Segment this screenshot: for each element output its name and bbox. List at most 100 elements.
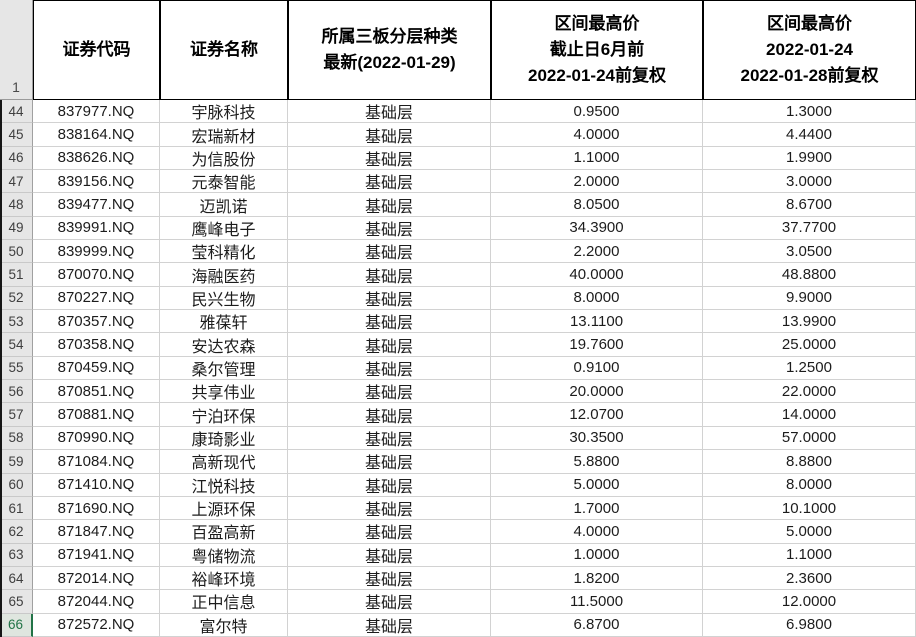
high-range-cell[interactable]: 5.0000 xyxy=(703,520,916,544)
high-range-cell[interactable]: 8.0000 xyxy=(703,473,916,497)
high-before-cell[interactable]: 34.3900 xyxy=(491,216,703,241)
row-number-61[interactable]: 61 xyxy=(0,496,33,521)
layer-cell[interactable]: 基础层 xyxy=(288,543,491,567)
code-cell[interactable]: 870990.NQ xyxy=(33,426,160,451)
high-range-cell[interactable]: 13.9900 xyxy=(703,310,916,334)
high-range-cell[interactable]: 12.0000 xyxy=(703,590,916,614)
high-before-cell[interactable]: 1.0000 xyxy=(491,543,703,567)
row-number-52[interactable]: 52 xyxy=(0,286,33,311)
layer-cell[interactable]: 基础层 xyxy=(288,286,491,311)
layer-cell[interactable]: 基础层 xyxy=(288,123,491,147)
row-number-55[interactable]: 55 xyxy=(0,356,33,381)
layer-cell[interactable]: 基础层 xyxy=(288,426,491,451)
row-number-46[interactable]: 46 xyxy=(0,146,33,171)
row-number-63[interactable]: 63 xyxy=(0,543,33,567)
high-before-cell[interactable]: 0.9100 xyxy=(491,356,703,381)
high-range-cell[interactable]: 1.1000 xyxy=(703,543,916,567)
layer-cell[interactable]: 基础层 xyxy=(288,100,491,124)
code-cell[interactable]: 839156.NQ xyxy=(33,170,160,194)
name-cell[interactable]: 百盈高新 xyxy=(160,520,288,544)
name-cell[interactable]: 民兴生物 xyxy=(160,286,288,311)
layer-cell[interactable]: 基础层 xyxy=(288,333,491,357)
name-cell[interactable]: 共享伟业 xyxy=(160,380,288,404)
row-number-60[interactable]: 60 xyxy=(0,473,33,497)
name-cell[interactable]: 宁泊环保 xyxy=(160,403,288,427)
name-cell[interactable]: 江悦科技 xyxy=(160,473,288,497)
code-cell[interactable]: 870358.NQ xyxy=(33,333,160,357)
high-before-cell[interactable]: 8.0500 xyxy=(491,193,703,217)
high-range-cell[interactable]: 6.9800 xyxy=(703,613,916,637)
high-before-cell[interactable]: 1.1000 xyxy=(491,146,703,171)
high-range-cell[interactable]: 1.2500 xyxy=(703,356,916,381)
code-cell[interactable]: 871410.NQ xyxy=(33,473,160,497)
high-range-cell[interactable]: 48.8800 xyxy=(703,263,916,287)
high-range-cell[interactable]: 3.0500 xyxy=(703,240,916,264)
layer-cell[interactable]: 基础层 xyxy=(288,566,491,591)
row-number-57[interactable]: 57 xyxy=(0,403,33,427)
row-number-56[interactable]: 56 xyxy=(0,380,33,404)
high-range-cell[interactable]: 1.9900 xyxy=(703,146,916,171)
high-before-cell[interactable]: 19.7600 xyxy=(491,333,703,357)
row-number-59[interactable]: 59 xyxy=(0,450,33,474)
name-cell[interactable]: 迈凯诺 xyxy=(160,193,288,217)
high-before-cell[interactable]: 13.1100 xyxy=(491,310,703,334)
layer-cell[interactable]: 基础层 xyxy=(288,193,491,217)
layer-cell[interactable]: 基础层 xyxy=(288,590,491,614)
high-before-cell[interactable]: 30.3500 xyxy=(491,426,703,451)
code-cell[interactable]: 838626.NQ xyxy=(33,146,160,171)
high-before-cell[interactable]: 20.0000 xyxy=(491,380,703,404)
row-number-66[interactable]: 66 xyxy=(0,613,33,637)
row-number-62[interactable]: 62 xyxy=(0,520,33,544)
high-before-cell[interactable]: 0.9500 xyxy=(491,100,703,124)
row-number-50[interactable]: 50 xyxy=(0,240,33,264)
code-cell[interactable]: 870851.NQ xyxy=(33,380,160,404)
column-header-5[interactable]: 区间最高价 2022-01-24 2022-01-28前复权 xyxy=(703,0,916,100)
layer-cell[interactable]: 基础层 xyxy=(288,216,491,241)
name-cell[interactable]: 雅葆轩 xyxy=(160,310,288,334)
name-cell[interactable]: 宏瑞新材 xyxy=(160,123,288,147)
layer-cell[interactable]: 基础层 xyxy=(288,496,491,521)
high-before-cell[interactable]: 4.0000 xyxy=(491,123,703,147)
layer-cell[interactable]: 基础层 xyxy=(288,310,491,334)
row-number-53[interactable]: 53 xyxy=(0,310,33,334)
layer-cell[interactable]: 基础层 xyxy=(288,380,491,404)
row-number-54[interactable]: 54 xyxy=(0,333,33,357)
name-cell[interactable]: 莹科精化 xyxy=(160,240,288,264)
high-before-cell[interactable]: 12.0700 xyxy=(491,403,703,427)
row-number-header[interactable]: 1 xyxy=(0,0,33,100)
row-number-47[interactable]: 47 xyxy=(0,170,33,194)
code-cell[interactable]: 839991.NQ xyxy=(33,216,160,241)
code-cell[interactable]: 871941.NQ xyxy=(33,543,160,567)
high-range-cell[interactable]: 22.0000 xyxy=(703,380,916,404)
high-before-cell[interactable]: 11.5000 xyxy=(491,590,703,614)
code-cell[interactable]: 872044.NQ xyxy=(33,590,160,614)
name-cell[interactable]: 粤储物流 xyxy=(160,543,288,567)
name-cell[interactable]: 安达农森 xyxy=(160,333,288,357)
layer-cell[interactable]: 基础层 xyxy=(288,613,491,637)
layer-cell[interactable]: 基础层 xyxy=(288,170,491,194)
high-before-cell[interactable]: 5.8800 xyxy=(491,450,703,474)
row-number-51[interactable]: 51 xyxy=(0,263,33,287)
high-before-cell[interactable]: 1.7000 xyxy=(491,496,703,521)
high-range-cell[interactable]: 3.0000 xyxy=(703,170,916,194)
high-range-cell[interactable]: 8.8800 xyxy=(703,450,916,474)
high-before-cell[interactable]: 5.0000 xyxy=(491,473,703,497)
row-number-64[interactable]: 64 xyxy=(0,566,33,591)
code-cell[interactable]: 837977.NQ xyxy=(33,100,160,124)
layer-cell[interactable]: 基础层 xyxy=(288,240,491,264)
high-before-cell[interactable]: 2.2000 xyxy=(491,240,703,264)
name-cell[interactable]: 康琦影业 xyxy=(160,426,288,451)
high-before-cell[interactable]: 40.0000 xyxy=(491,263,703,287)
high-before-cell[interactable]: 1.8200 xyxy=(491,566,703,591)
column-header-4[interactable]: 区间最高价 截止日6月前 2022-01-24前复权 xyxy=(491,0,703,100)
high-range-cell[interactable]: 1.3000 xyxy=(703,100,916,124)
layer-cell[interactable]: 基础层 xyxy=(288,356,491,381)
layer-cell[interactable]: 基础层 xyxy=(288,450,491,474)
code-cell[interactable]: 870357.NQ xyxy=(33,310,160,334)
code-cell[interactable]: 838164.NQ xyxy=(33,123,160,147)
column-header-1[interactable]: 证券代码 xyxy=(33,0,160,100)
high-before-cell[interactable]: 4.0000 xyxy=(491,520,703,544)
row-number-45[interactable]: 45 xyxy=(0,123,33,147)
high-range-cell[interactable]: 8.6700 xyxy=(703,193,916,217)
code-cell[interactable]: 872014.NQ xyxy=(33,566,160,591)
